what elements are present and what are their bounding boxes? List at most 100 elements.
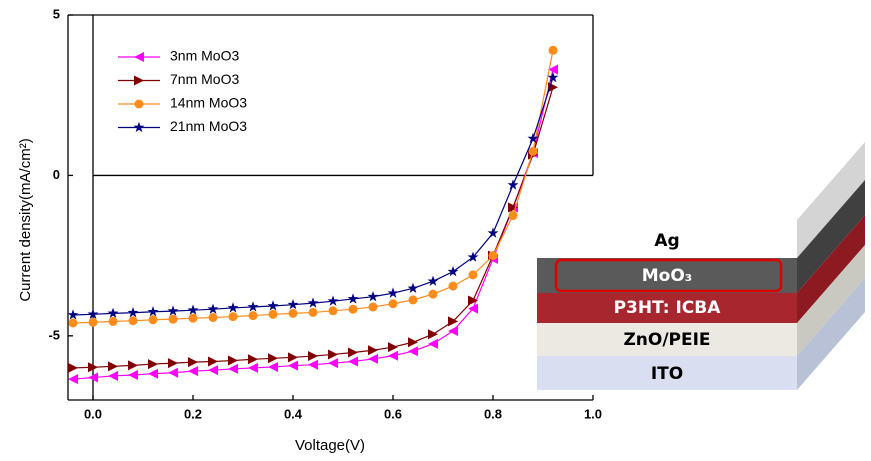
marker — [108, 316, 118, 326]
y-tick-label: -5 — [48, 327, 60, 342]
legend: 3nm MoO3 7nm MoO3 14nm MoO3 21nm MoO3 — [118, 48, 247, 134]
marker — [308, 351, 318, 362]
marker — [368, 353, 378, 364]
marker — [348, 356, 358, 367]
marker — [507, 179, 519, 190]
y-axis-label: Current density(mA/cm²) — [17, 138, 34, 301]
x-tick-label: 0.8 — [484, 406, 502, 421]
x-tick-label: 0.6 — [384, 406, 402, 421]
layer-label: MoO₃ — [642, 266, 693, 286]
y-tick-label: 0 — [53, 167, 60, 182]
layer-label: ZnO/PEIE — [623, 330, 710, 350]
marker — [287, 298, 299, 310]
marker — [188, 313, 198, 323]
marker — [288, 308, 298, 318]
marker — [208, 365, 218, 376]
marker — [127, 306, 139, 318]
x-tick-label: 1.0 — [584, 406, 602, 421]
marker — [68, 362, 78, 373]
marker — [248, 311, 258, 321]
marker — [268, 353, 278, 364]
marker — [347, 293, 359, 304]
legend-label: 14nm MoO3 — [170, 95, 247, 111]
marker — [368, 345, 378, 356]
series-line — [72, 87, 554, 369]
series-line — [72, 69, 554, 380]
device-stack: Ag MoO₃ P3HT: ICBA ZnO/PEIE ITO — [537, 142, 865, 390]
marker — [128, 316, 138, 326]
marker — [468, 295, 478, 306]
marker — [328, 358, 338, 369]
marker — [288, 360, 298, 371]
marker — [108, 361, 118, 372]
legend-label: 21nm MoO3 — [170, 118, 247, 134]
marker — [88, 372, 98, 383]
marker — [348, 347, 358, 358]
marker — [148, 368, 158, 379]
marker — [134, 99, 144, 109]
marker — [147, 306, 159, 317]
marker — [388, 350, 398, 361]
marker — [328, 306, 338, 316]
marker — [228, 363, 238, 374]
axes-frame — [67, 14, 594, 401]
marker — [168, 367, 178, 378]
marker — [87, 308, 99, 319]
marker — [408, 295, 418, 305]
marker — [328, 349, 338, 360]
marker — [387, 287, 399, 298]
marker — [208, 356, 218, 367]
marker — [367, 290, 379, 302]
layer-label: Ag — [654, 231, 679, 251]
marker — [448, 281, 458, 291]
marker — [448, 326, 458, 337]
marker — [188, 357, 198, 368]
marker — [68, 309, 79, 320]
marker — [133, 121, 145, 133]
marker — [168, 358, 178, 369]
marker — [468, 270, 478, 280]
legend-label: 7nm MoO3 — [170, 71, 239, 87]
marker — [268, 361, 278, 372]
x-axis-label: Voltage(V) — [295, 437, 365, 454]
marker — [488, 251, 498, 261]
marker — [447, 265, 459, 277]
marker — [207, 303, 219, 314]
legend-label: 3nm MoO3 — [170, 48, 239, 64]
marker — [547, 71, 559, 83]
layer-label: ITO — [651, 364, 683, 384]
marker — [134, 52, 144, 62]
marker — [408, 346, 418, 357]
marker — [388, 342, 398, 353]
marker — [548, 45, 558, 55]
marker — [108, 370, 118, 381]
marker — [228, 312, 238, 322]
marker — [107, 307, 119, 319]
marker — [467, 251, 479, 262]
series-line — [72, 77, 554, 316]
x-tick-label: 0.0 — [84, 406, 102, 421]
marker — [288, 352, 298, 363]
marker — [187, 304, 199, 315]
marker — [448, 316, 458, 327]
marker — [487, 227, 499, 238]
layer-label: P3HT: ICBA — [614, 298, 722, 318]
marker — [428, 289, 438, 299]
marker — [408, 337, 418, 348]
marker — [407, 282, 419, 294]
marker — [348, 304, 358, 314]
marker — [228, 355, 238, 366]
marker — [248, 354, 258, 365]
marker — [548, 64, 558, 75]
marker — [248, 362, 258, 373]
marker — [88, 362, 98, 373]
marker — [128, 360, 138, 371]
marker — [227, 302, 239, 313]
marker — [428, 338, 438, 349]
marker — [368, 302, 378, 312]
marker — [267, 300, 279, 311]
marker — [247, 301, 259, 312]
marker — [308, 359, 318, 370]
marker — [188, 366, 198, 377]
